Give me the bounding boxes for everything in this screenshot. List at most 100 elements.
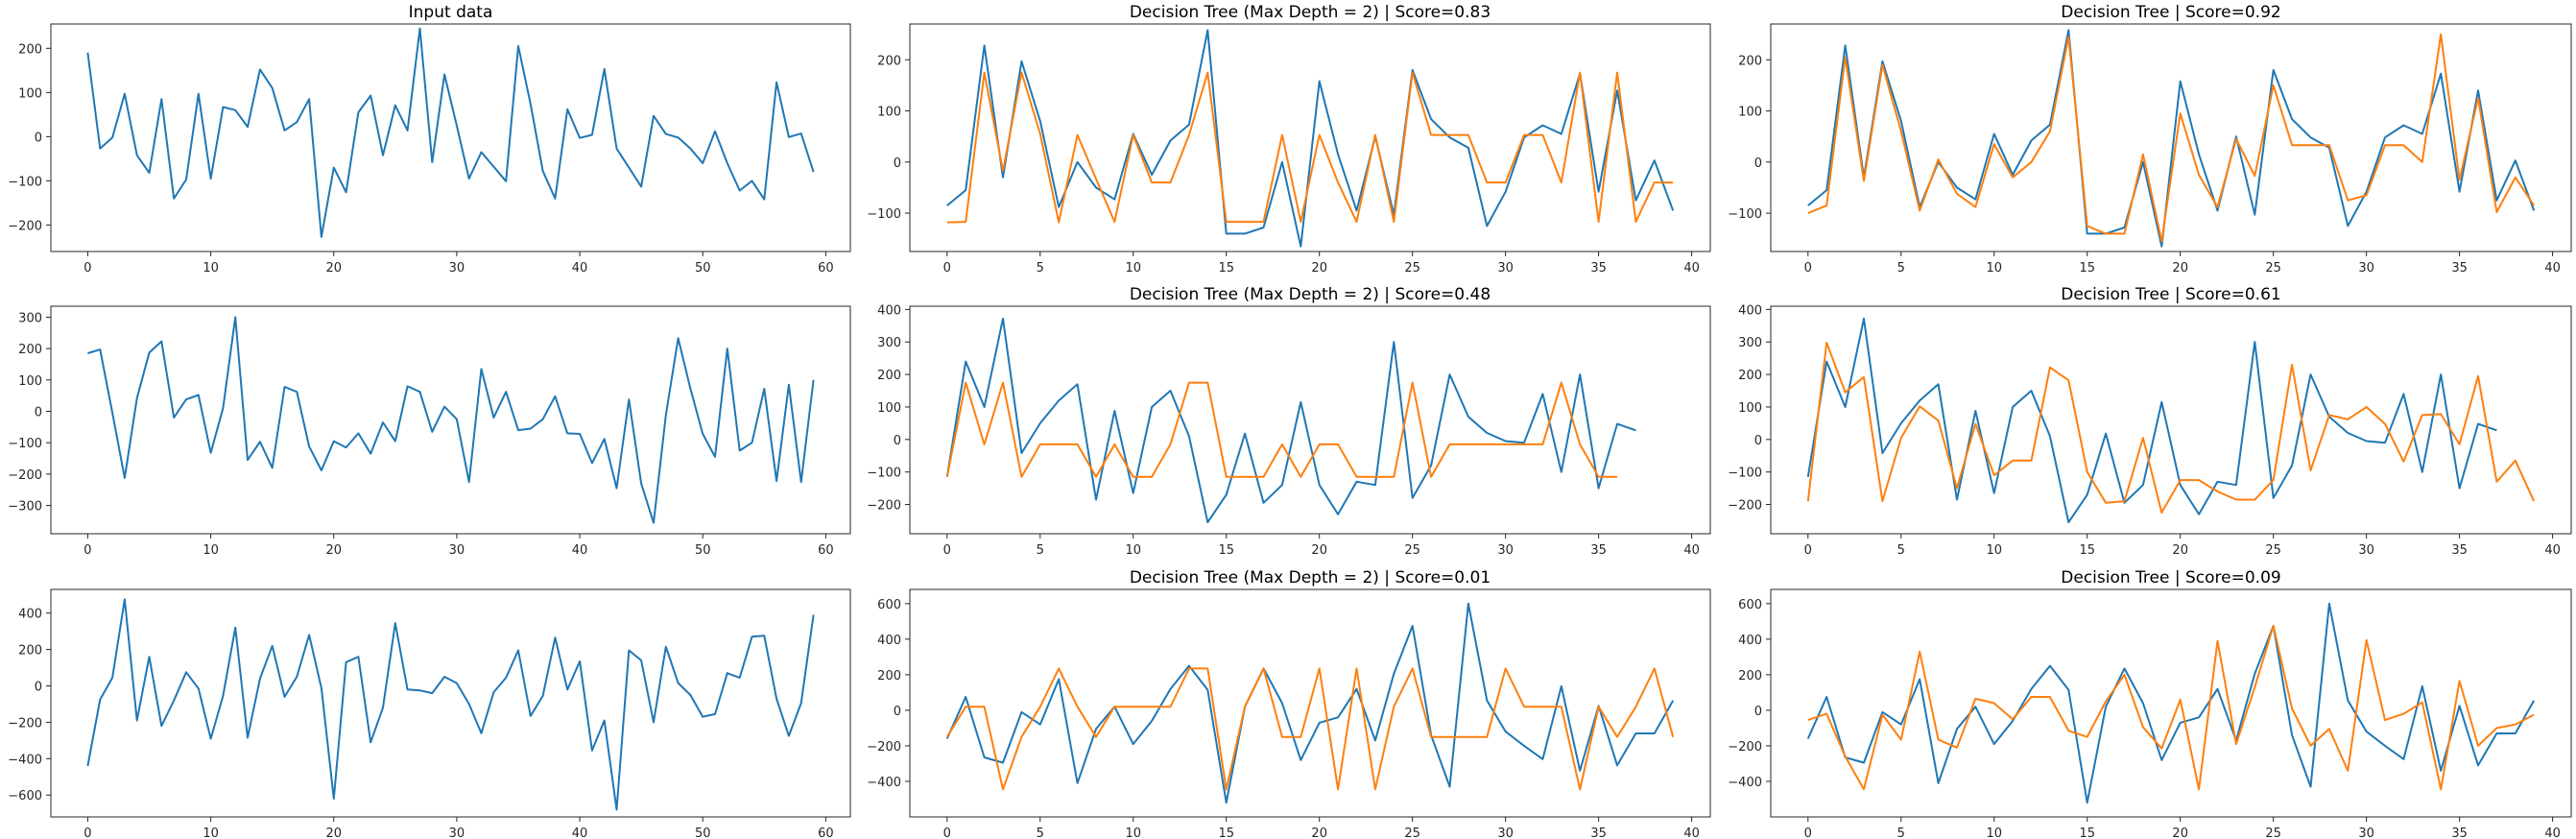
y-tick-label: 200 [18,343,42,357]
y-tick-label: 400 [1738,634,1762,648]
panel-title: Decision Tree (Max Depth = 2) | Score=0.… [1130,3,1491,22]
x-tick-label: 10 [1986,261,2002,276]
x-tick-label: 5 [1037,543,1044,558]
x-tick-label: 20 [325,827,342,839]
x-tick-label: 40 [572,261,588,276]
y-tick-label: 600 [1738,598,1762,612]
x-tick-label: 10 [1986,543,2002,558]
panel-title: Decision Tree | Score=0.61 [2061,285,2280,304]
y-tick-label: −100 [867,467,901,481]
panel-1-1: 0 10 20 30 40 50 60 −200 −100 0 100 200 Input data [8,3,851,276]
y-tick-label: −100 [8,175,42,189]
x-tick-label: 35 [1590,827,1607,839]
actual-series-line [945,317,1636,524]
x-tick-label: 30 [1497,827,1514,839]
x-tick-label: 25 [1404,827,1420,839]
x-tick-label: 10 [203,543,219,558]
y-tick-label: 0 [894,156,901,171]
panel-3-2: 0 5 10 15 20 25 30 35 40 −400 −200 0 200 400 600 Decisi… [867,568,1711,839]
y-tick-label: 0 [35,680,42,694]
x-tick-label: 25 [2265,827,2281,839]
x-tick-label: 10 [1986,827,2002,839]
x-tick-label: 40 [1683,543,1700,558]
x-tick-label: 5 [1897,261,1905,276]
y-tick-label: 600 [877,598,901,612]
x-tick-label: 5 [1897,827,1905,839]
actual-series-line [1806,602,2536,804]
predicted-series-line [945,381,1617,478]
plot-frame [909,588,1711,818]
y-tick-label: −400 [1728,776,1762,790]
y-tick-label: 0 [894,705,901,719]
x-tick-label: 5 [1037,261,1044,276]
actual-series-line [1806,317,2497,524]
x-tick-label: 10 [1125,261,1141,276]
x-tick-label: 15 [1218,827,1234,839]
x-tick-label: 5 [1037,827,1044,839]
panel-3-1: 0 10 20 30 40 50 60 −600 −400 −200 0 200 400 [8,588,851,839]
x-tick-label: 20 [2172,543,2188,558]
actual-series-line [86,598,815,811]
actual-series-line [945,602,1675,804]
x-tick-label: 30 [449,261,465,276]
panel-title: Decision Tree (Max Depth = 2) | Score=0.… [1130,285,1491,304]
plot-frame [1770,23,2572,252]
x-tick-label: 0 [943,261,951,276]
y-tick-label: −200 [8,468,42,483]
x-tick-label: 30 [2358,261,2374,276]
plot-frame [1770,588,2572,818]
y-tick-label: 100 [18,86,42,101]
x-tick-label: 30 [449,827,465,839]
x-tick-label: 10 [1125,543,1141,558]
x-tick-label: 35 [1590,261,1607,276]
y-tick-label: 0 [1754,705,1762,719]
x-tick-label: 40 [1683,261,1700,276]
y-tick-label: 0 [1754,434,1762,448]
x-tick-label: 35 [2451,543,2468,558]
y-tick-label: −200 [8,716,42,731]
x-tick-label: 0 [943,827,951,839]
x-tick-label: 30 [2358,827,2374,839]
plot-frame [909,23,1711,252]
x-tick-label: 25 [2265,261,2281,276]
x-tick-label: 30 [1497,543,1514,558]
y-tick-label: 100 [1738,401,1762,416]
panel-2-2: 0 5 10 15 20 25 30 35 40 −200 −100 0 100 200 300 400 Dec… [867,285,1711,558]
x-tick-label: 25 [2265,543,2281,558]
plot-frame [50,23,851,252]
x-tick-label: 40 [2544,827,2561,839]
actual-series-line [86,27,815,238]
panel-3-3: 0 5 10 15 20 25 30 35 40 −400 −200 0 200 400 600 Decisi… [1728,568,2572,839]
x-tick-label: 20 [325,261,342,276]
x-tick-label: 15 [1218,261,1234,276]
x-tick-label: 10 [203,827,219,839]
y-tick-label: 200 [877,669,901,683]
panel-1-3: 0 5 10 15 20 25 30 35 40 −100 0 100 200 Decision Tree… [1728,3,2572,276]
y-tick-label: −300 [8,500,42,515]
x-tick-label: 30 [1497,261,1514,276]
x-tick-label: 15 [1218,543,1234,558]
panel-2-3: 0 5 10 15 20 25 30 35 40 −200 −100 0 100 200 300 400 Dec… [1728,285,2572,558]
y-tick-label: 100 [877,106,901,120]
x-tick-label: 0 [1804,827,1812,839]
panel-1-2: 0 5 10 15 20 25 30 35 40 −100 0 100 200 Decision Tree… [867,3,1711,276]
x-tick-label: 35 [1590,543,1607,558]
y-tick-label: −200 [1728,740,1762,755]
x-tick-label: 10 [1125,827,1141,839]
x-tick-label: 60 [818,543,834,558]
x-tick-label: 0 [1804,543,1812,558]
y-tick-label: 200 [877,369,901,383]
actual-series-line [87,316,815,524]
x-tick-label: 30 [2358,543,2374,558]
y-tick-label: 0 [35,406,42,420]
y-tick-label: 100 [18,374,42,389]
plot-frame [50,305,851,535]
x-tick-label: 5 [1897,543,1905,558]
x-tick-label: 10 [203,261,219,276]
x-tick-label: 0 [83,261,91,276]
x-tick-label: 40 [2544,261,2561,276]
x-tick-label: 50 [695,261,711,276]
y-tick-label: 0 [35,131,42,145]
x-tick-label: 60 [818,261,834,276]
predicted-series-line [945,667,1675,791]
